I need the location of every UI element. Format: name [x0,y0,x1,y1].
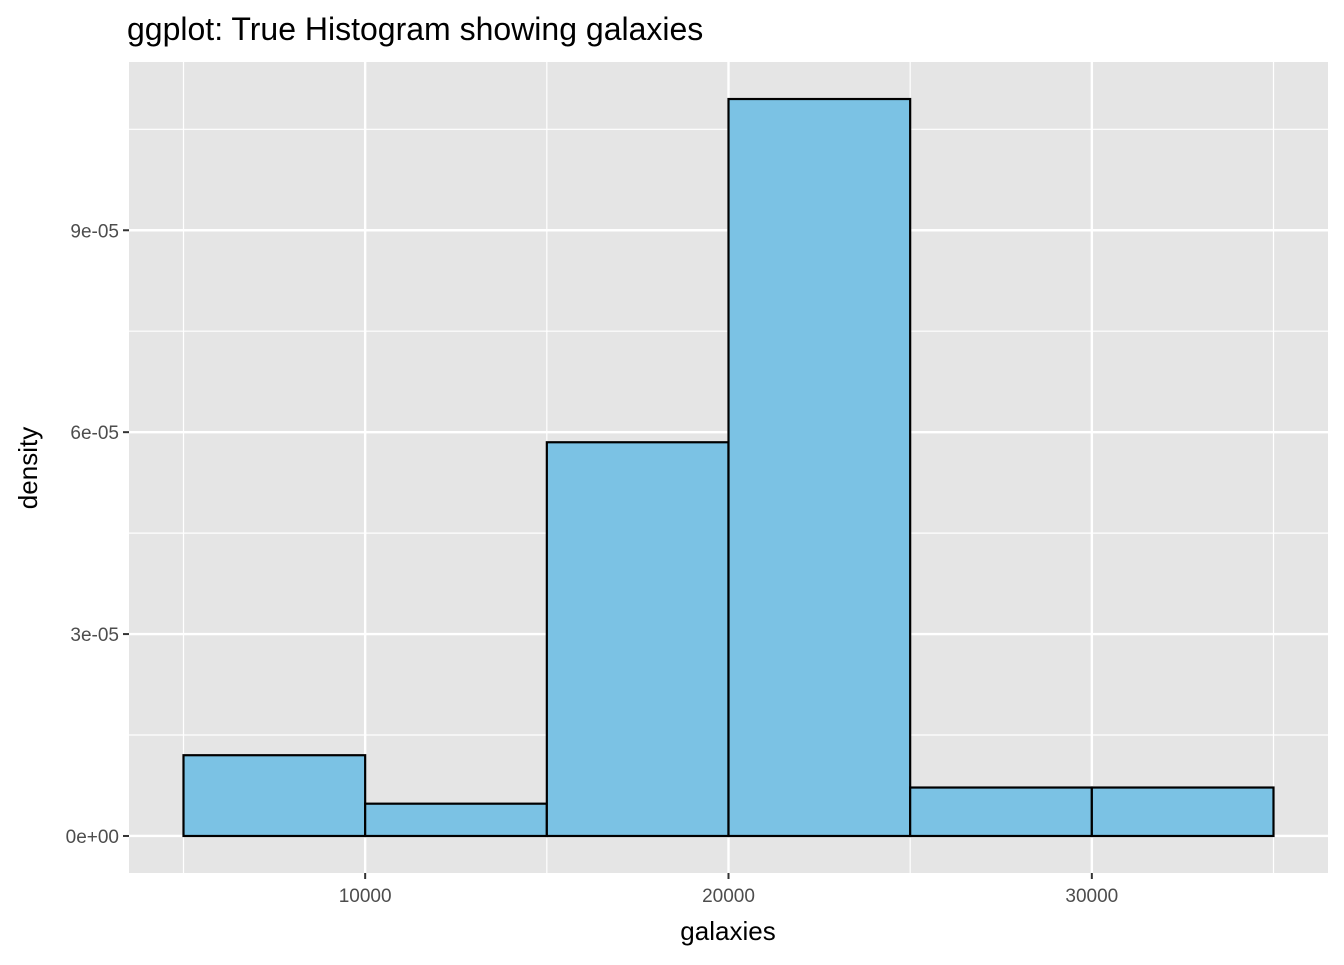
chart-title: ggplot: True Histogram showing galaxies [127,11,703,47]
histogram-bars [182,97,1275,838]
y-tick-label: 3e-05 [70,625,119,646]
y-tick-label: 0e+00 [66,827,119,848]
histogram-bar [909,786,1093,838]
x-axis-title: galaxies [680,916,775,946]
histogram-bar [545,441,730,838]
histogram-bar [364,802,548,838]
histogram-bar [1090,786,1275,838]
y-axis: 0e+00 3e-05 6e-05 9e-05 [66,221,129,848]
y-tick-label: 9e-05 [70,221,119,242]
histogram-bar [182,754,367,838]
x-tick-label: 30000 [1065,886,1118,907]
y-tick-label: 6e-05 [70,423,119,444]
histogram-bar [727,97,912,838]
x-tick-label: 20000 [702,886,755,907]
x-tick-label: 10000 [339,886,392,907]
y-axis-title: density [13,427,43,509]
x-axis: 10000 20000 30000 [339,873,1118,907]
